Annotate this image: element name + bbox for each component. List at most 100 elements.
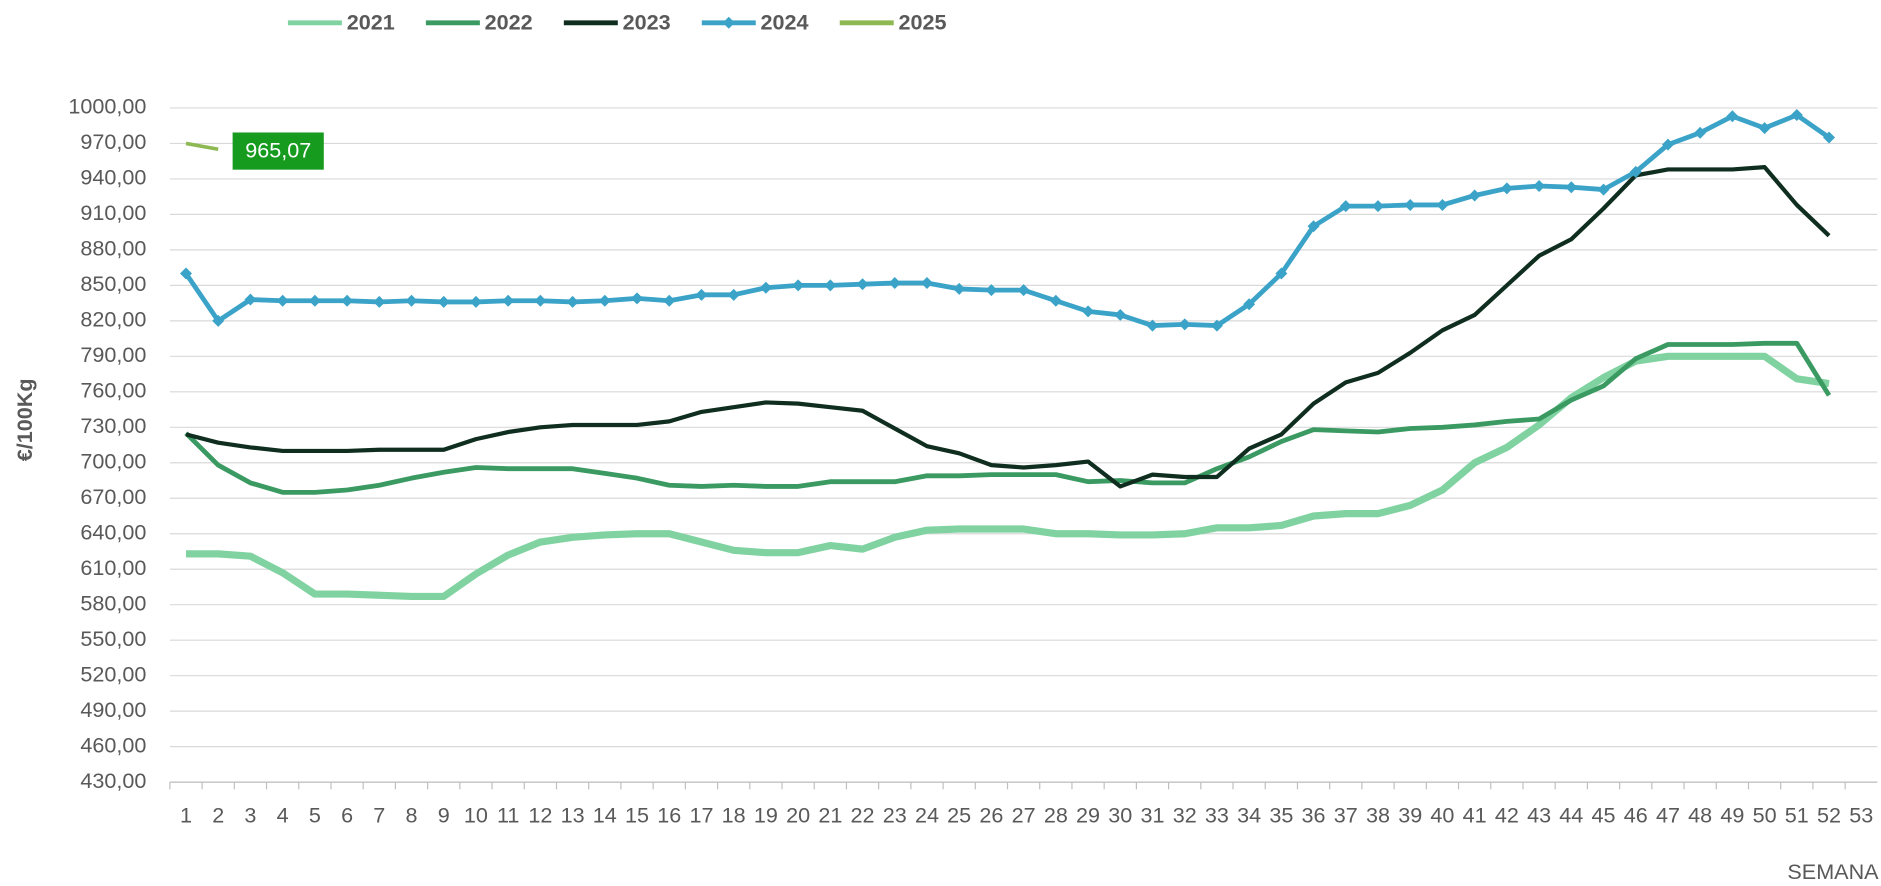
point-marker [888,277,901,290]
data-label-box [232,132,324,170]
point-marker [1178,318,1191,331]
x-tick-label: 7 [373,803,385,828]
x-tick-label: 42 [1495,803,1519,828]
point-marker [566,295,579,308]
x-tick-label: 47 [1656,803,1680,828]
point-marker [469,295,482,308]
y-tick-label: 970,00 [80,129,146,154]
y-tick-label: 520,00 [80,661,146,686]
x-tick-label: 15 [625,803,649,828]
x-tick-label: 17 [689,803,713,828]
x-tick-label: 34 [1237,803,1261,828]
series-line [184,112,1831,328]
series-line [185,141,219,152]
legend-label: 2022 [485,10,533,35]
y-tick-label: 580,00 [80,590,146,615]
legend-label: 2025 [899,10,947,35]
x-tick-label: 24 [915,803,939,828]
point-marker [985,284,998,297]
y-tick-label: 820,00 [80,307,146,332]
x-tick-label: 37 [1334,803,1358,828]
point-marker [953,282,966,295]
y-tick-label: 730,00 [80,413,146,438]
x-tick-label: 49 [1720,803,1744,828]
y-tick-label: 700,00 [80,448,146,473]
point-marker [244,293,257,306]
y-tick-label: 850,00 [80,271,146,296]
point-marker [1275,267,1288,280]
point-marker [598,294,611,307]
point-marker [405,294,418,307]
x-tick-label: 4 [277,803,289,828]
x-tick-label: 5 [309,803,321,828]
point-marker [1823,131,1836,144]
x-tick-label: 26 [979,803,1003,828]
point-marker [727,288,740,301]
x-tick-label: 46 [1624,803,1648,828]
x-tick-label: 50 [1753,803,1777,828]
point-marker [1243,298,1256,311]
point-marker [1049,294,1062,307]
legend-label: 2023 [623,10,671,35]
data-label: 965,07 [245,137,311,162]
x-tick-label: 6 [341,803,353,828]
x-tick-label: 44 [1559,803,1583,828]
y-tick-label: 610,00 [80,555,146,580]
point-marker [695,288,708,301]
point-marker [308,294,321,307]
legend-label: 2024 [761,10,809,35]
point-marker [631,292,644,305]
point-marker [1436,198,1449,211]
y-tick-label: 790,00 [80,342,146,367]
point-marker [1533,180,1546,193]
x-tick-label: 8 [406,803,418,828]
x-tick-label: 9 [438,803,450,828]
x-tick-label: 53 [1849,803,1873,828]
y-tick-label: 1000,00 [68,94,146,119]
legend-marker [722,16,735,29]
y-tick-label: 880,00 [80,236,146,261]
series-line [184,340,1832,495]
y-tick-label: 550,00 [80,626,146,651]
y-tick-label: 940,00 [80,165,146,190]
y-axis-label: €/100Kg [12,378,37,461]
point-marker [341,294,354,307]
point-marker [502,294,515,307]
point-marker [759,281,772,294]
x-tick-label: 52 [1817,803,1841,828]
point-marker [1404,198,1417,211]
x-tick-label: 22 [851,803,875,828]
x-tick-label: 45 [1592,803,1616,828]
y-tick-label: 430,00 [80,768,146,793]
x-tick-label: 11 [497,803,519,828]
point-marker [663,294,676,307]
point-marker [373,295,386,308]
x-tick-label: 30 [1108,803,1132,828]
point-marker [1565,181,1578,194]
x-tick-label: 16 [657,803,681,828]
x-tick-label: 29 [1076,803,1100,828]
y-tick-label: 910,00 [80,200,146,225]
point-marker [534,294,547,307]
x-tick-label: 19 [754,803,778,828]
point-marker [1210,319,1223,332]
x-tick-label: 32 [1173,803,1197,828]
x-tick-label: 31 [1140,803,1164,828]
point-marker [1017,284,1030,297]
x-tick-label: 12 [528,803,552,828]
x-tick-label: 51 [1785,803,1809,828]
point-marker [180,267,193,280]
y-tick-label: 670,00 [80,484,146,509]
x-tick-label: 18 [722,803,746,828]
series-line [185,164,1831,489]
point-marker [856,278,869,291]
x-tick-label: 27 [1012,803,1036,828]
y-tick-label: 460,00 [80,732,146,757]
point-marker [1597,183,1610,196]
point-marker [437,295,450,308]
point-marker [1629,165,1642,178]
x-tick-label: 10 [464,803,488,828]
point-marker [824,279,837,292]
point-marker [1468,189,1481,202]
x-tick-label: 13 [561,803,585,828]
